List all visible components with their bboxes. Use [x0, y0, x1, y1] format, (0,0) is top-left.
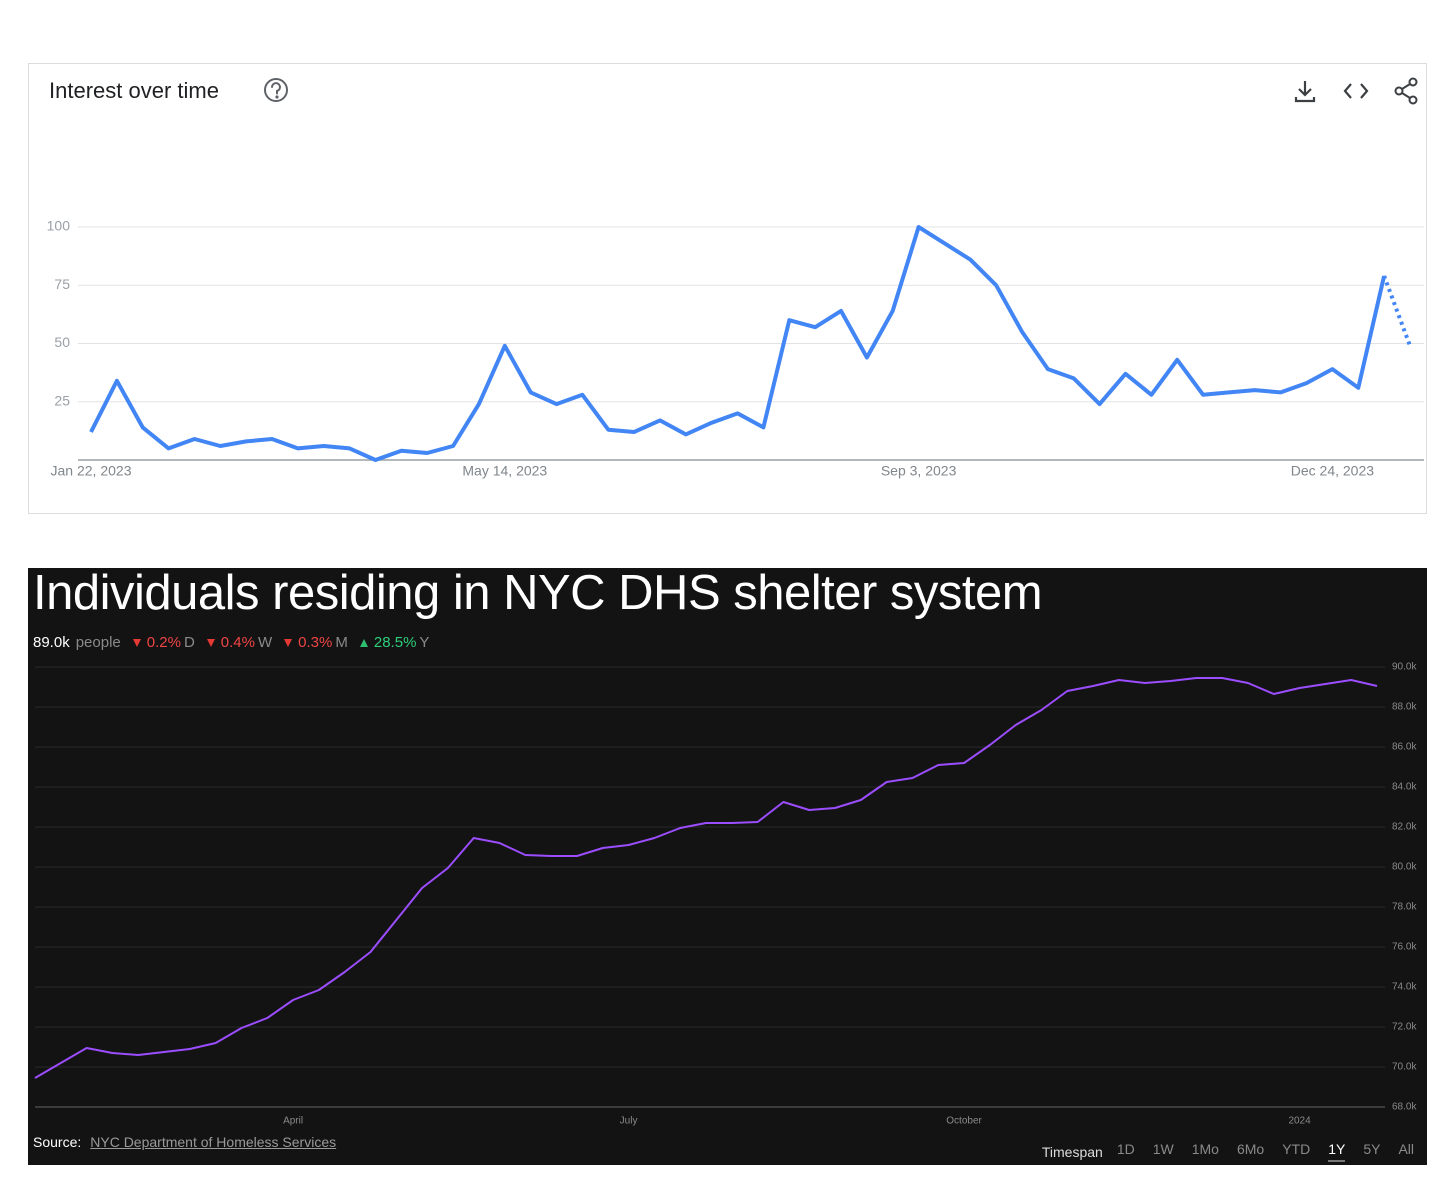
timespan-option[interactable]: 1Y — [1328, 1141, 1346, 1162]
x-tick-label: October — [946, 1116, 982, 1127]
x-tick-label: Jan 22, 2023 — [51, 463, 132, 479]
y-tick-label: 25 — [54, 392, 70, 408]
change-value: 0.2% — [146, 634, 181, 651]
y-tick-label: 80.0k — [1392, 862, 1417, 873]
timespan-option[interactable]: 1Mo — [1191, 1141, 1219, 1157]
source-link[interactable]: NYC Department of Homeless Services — [90, 1134, 337, 1150]
y-tick-label: 72.0k — [1392, 1022, 1417, 1033]
x-tick-label: July — [620, 1116, 638, 1127]
timespan-option[interactable]: 5Y — [1363, 1141, 1381, 1157]
line — [89, 225, 1387, 462]
stat-unit: people — [75, 634, 121, 651]
stat-change: 0.3% M — [284, 634, 348, 651]
y-tick-label: 86.0k — [1392, 742, 1417, 753]
timespan-option[interactable]: YTD — [1282, 1141, 1311, 1157]
source-row: Source: NYC Department of Homeless Servic… — [33, 1134, 336, 1150]
line-partial — [1382, 275, 1412, 347]
change-arrow — [359, 638, 368, 647]
download-icon[interactable] — [1294, 81, 1316, 103]
change-arrow — [132, 638, 141, 647]
stats-row: 89.0k people 0.2% D 0.4% W 0.3% M 28.5% Y — [33, 634, 435, 651]
change-period: W — [258, 634, 273, 651]
timespan-label: Timespan — [1041, 1143, 1103, 1160]
y-tick-label: 68.0k — [1392, 1102, 1417, 1113]
y-tick-label: 74.0k — [1392, 982, 1417, 993]
change-value: 0.4% — [220, 634, 255, 651]
timespan-option[interactable]: 1D — [1116, 1141, 1135, 1157]
change-arrow — [284, 638, 293, 647]
y-tick-label: 70.0k — [1392, 1062, 1417, 1073]
y-tick-label: 82.0k — [1392, 822, 1417, 833]
share-icon[interactable] — [1394, 77, 1418, 105]
y-tick-label: 50 — [54, 334, 70, 350]
y-tick-label: 90.0k — [1392, 662, 1417, 673]
x-tick-label: 2024 — [1288, 1116, 1311, 1127]
change-period: Y — [419, 634, 430, 651]
source-label: Source: — [33, 1134, 82, 1150]
stat-change: 28.5% Y — [359, 634, 430, 651]
x-tick-label: Dec 24, 2023 — [1291, 463, 1374, 479]
x-tick-label: May 14, 2023 — [462, 463, 547, 479]
trends-card — [28, 63, 1427, 514]
x-tick-label: Sep 3, 2023 — [881, 463, 957, 479]
chart-title: Interest over time — [49, 78, 219, 103]
timespan-option[interactable]: All — [1398, 1141, 1414, 1157]
stat-value: 89.0k — [33, 634, 70, 651]
stat-change: 0.2% D — [132, 634, 195, 651]
y-tick-label: 78.0k — [1392, 902, 1417, 913]
y-tick-label: 100 — [47, 218, 71, 234]
stat-change: 0.4% W — [206, 634, 273, 651]
x-tick-label: April — [283, 1116, 303, 1127]
y-tick-label: 76.0k — [1392, 942, 1417, 953]
y-tick-label: 88.0k — [1392, 702, 1417, 713]
timespan-option[interactable]: 1W — [1152, 1141, 1174, 1157]
change-value: 28.5% — [373, 634, 417, 651]
change-period: D — [183, 634, 195, 651]
change-value: 0.3% — [298, 634, 333, 651]
change-period: M — [335, 634, 348, 651]
chart-title: Individuals residing in NYC DHS shelter … — [33, 566, 1042, 620]
change-arrow — [206, 638, 215, 647]
timespan-row: Timespan 1D 1W 1Mo 6Mo YTD 1Y 5Y All — [1042, 1141, 1414, 1162]
line — [34, 677, 1378, 1079]
y-tick-label: 84.0k — [1392, 782, 1417, 793]
help-icon[interactable] — [264, 78, 288, 102]
y-tick-label: 75 — [54, 276, 70, 292]
timespan-option[interactable]: 6Mo — [1236, 1141, 1265, 1157]
embed-icon[interactable] — [1343, 83, 1369, 99]
